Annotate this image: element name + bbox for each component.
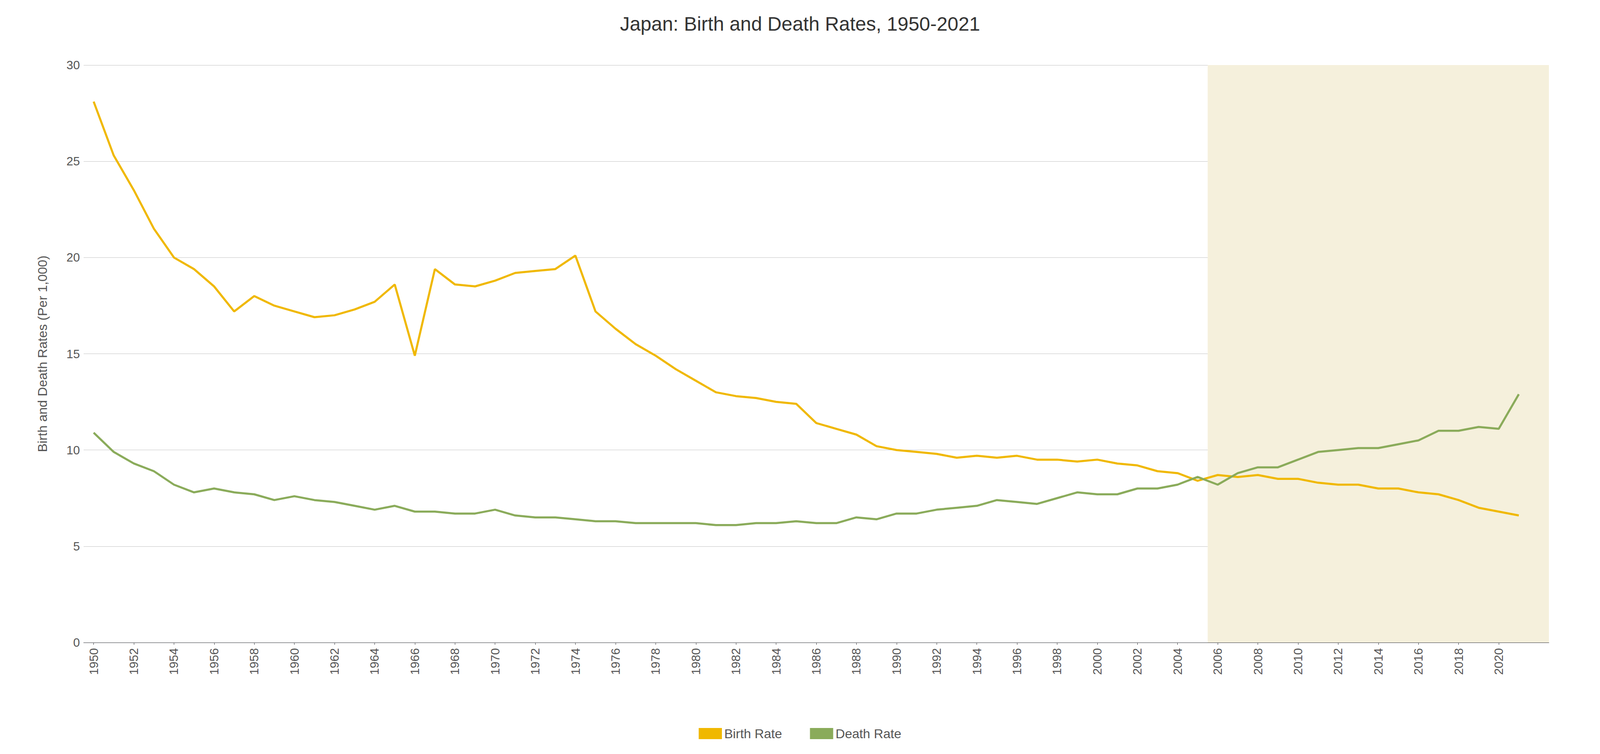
svg-text:1960: 1960 [287, 648, 302, 676]
svg-text:1982: 1982 [728, 648, 743, 676]
svg-text:1968: 1968 [447, 648, 462, 676]
svg-text:1986: 1986 [809, 648, 824, 676]
svg-text:1958: 1958 [247, 648, 262, 676]
svg-text:2020: 2020 [1491, 648, 1506, 676]
svg-text:Japan: Birth and Death Rates,: Japan: Birth and Death Rates, 1950-2021 [619, 13, 980, 35]
svg-text:0: 0 [73, 635, 80, 650]
svg-text:2002: 2002 [1130, 648, 1145, 676]
svg-text:2004: 2004 [1170, 648, 1185, 676]
svg-text:2016: 2016 [1411, 648, 1426, 676]
svg-text:1992: 1992 [929, 648, 944, 676]
svg-text:1962: 1962 [327, 648, 342, 676]
svg-text:Birth Rate: Birth Rate [724, 726, 783, 741]
svg-text:1998: 1998 [1049, 648, 1064, 676]
svg-text:15: 15 [66, 347, 80, 361]
svg-text:2018: 2018 [1451, 648, 1466, 676]
svg-text:1974: 1974 [568, 648, 583, 676]
svg-text:1970: 1970 [488, 648, 503, 676]
svg-text:1966: 1966 [407, 648, 422, 676]
svg-text:1990: 1990 [889, 648, 904, 676]
svg-text:1952: 1952 [126, 648, 141, 676]
svg-text:1980: 1980 [688, 648, 703, 676]
svg-text:2010: 2010 [1291, 648, 1305, 676]
svg-text:1988: 1988 [849, 648, 864, 676]
svg-text:1956: 1956 [207, 648, 222, 676]
svg-text:30: 30 [66, 58, 80, 73]
svg-text:2000: 2000 [1090, 648, 1105, 676]
svg-text:1976: 1976 [608, 648, 623, 676]
svg-text:2006: 2006 [1210, 648, 1225, 676]
svg-text:2014: 2014 [1371, 648, 1386, 676]
svg-text:1984: 1984 [769, 648, 784, 676]
svg-text:5: 5 [73, 539, 80, 554]
svg-text:20: 20 [66, 250, 80, 265]
svg-text:1978: 1978 [648, 648, 663, 676]
svg-text:1964: 1964 [367, 648, 382, 676]
svg-text:10: 10 [66, 443, 80, 458]
svg-text:1954: 1954 [166, 648, 181, 676]
svg-text:2012: 2012 [1331, 648, 1345, 676]
svg-text:25: 25 [66, 154, 80, 169]
svg-text:Birth and Death Rates (Per 1,0: Birth and Death Rates (Per 1,000) [35, 255, 50, 453]
svg-text:1972: 1972 [528, 648, 543, 676]
svg-text:1994: 1994 [970, 648, 984, 676]
svg-text:1950: 1950 [86, 648, 101, 676]
svg-text:2008: 2008 [1251, 648, 1266, 676]
svg-text:1996: 1996 [1009, 648, 1024, 676]
svg-text:Death Rate: Death Rate [835, 726, 902, 741]
